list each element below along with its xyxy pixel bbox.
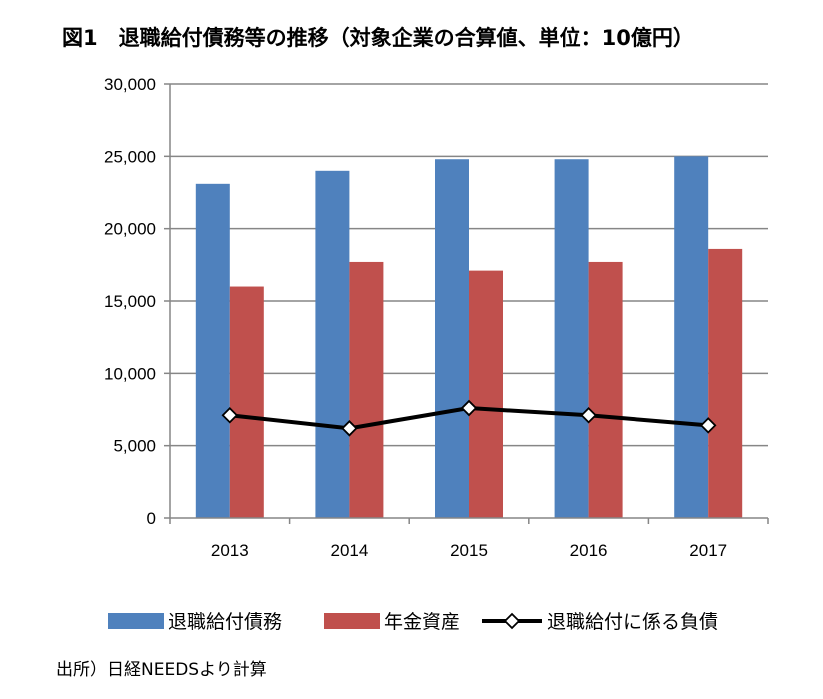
bar-assets-2016	[588, 261, 623, 518]
legend-label-obligation: 退職給付債務	[168, 611, 282, 633]
legend-label-liability: 退職給付に係る負債	[547, 611, 718, 633]
bar-obligation-2015	[435, 159, 469, 518]
x-tick-label: 2014	[330, 541, 368, 560]
legend-swatch-obligation	[108, 613, 164, 629]
x-tick-label: 2017	[689, 541, 727, 560]
y-tick-label: 25,000	[104, 147, 156, 166]
line-marker-2017	[699, 417, 717, 434]
line-series	[221, 399, 717, 437]
bar-obligation-2016	[554, 159, 589, 518]
bar-assets-2015	[469, 270, 503, 518]
bar-assets-2017	[708, 248, 743, 519]
line-marker-2015	[460, 399, 478, 417]
x-tick-label: 2016	[570, 541, 608, 560]
axes: 0 5,000 10,000 15,000 20,000 25,000 30,000 2013…	[104, 75, 769, 560]
legend: 退職給付債務 年金資産 退職給付に係る負債	[108, 611, 718, 633]
x-tick-label: 2013	[211, 541, 249, 560]
line-marker-2013	[221, 407, 239, 424]
bar-assets-2014	[349, 261, 384, 518]
bar-obligation-2014	[315, 170, 350, 519]
bar-assets-2013	[229, 286, 264, 518]
source-note: 出所）日経NEEDSより計算	[56, 660, 267, 680]
y-tick-label: 30,000	[104, 75, 156, 94]
bars	[195, 156, 743, 519]
legend-swatch-assets	[324, 613, 380, 629]
line-marker-2014	[341, 420, 358, 437]
bar-obligation-2017	[674, 156, 709, 519]
line-marker-2016	[580, 407, 597, 424]
y-tick-label: 5,000	[113, 437, 156, 456]
y-tick-label: 10,000	[104, 364, 156, 383]
bar-obligation-2013	[195, 183, 230, 518]
chart-title: 図1 退職給付債務等の推移（対象企業の合算値、単位：10億円）	[62, 26, 694, 50]
x-tick-label: 2015	[450, 541, 488, 560]
y-tick-label: 0	[147, 509, 156, 528]
y-tick-label: 20,000	[104, 220, 156, 239]
legend-swatch-liability-marker	[503, 612, 521, 630]
legend-label-assets: 年金資産	[384, 611, 460, 633]
y-tick-label: 15,000	[104, 292, 156, 311]
